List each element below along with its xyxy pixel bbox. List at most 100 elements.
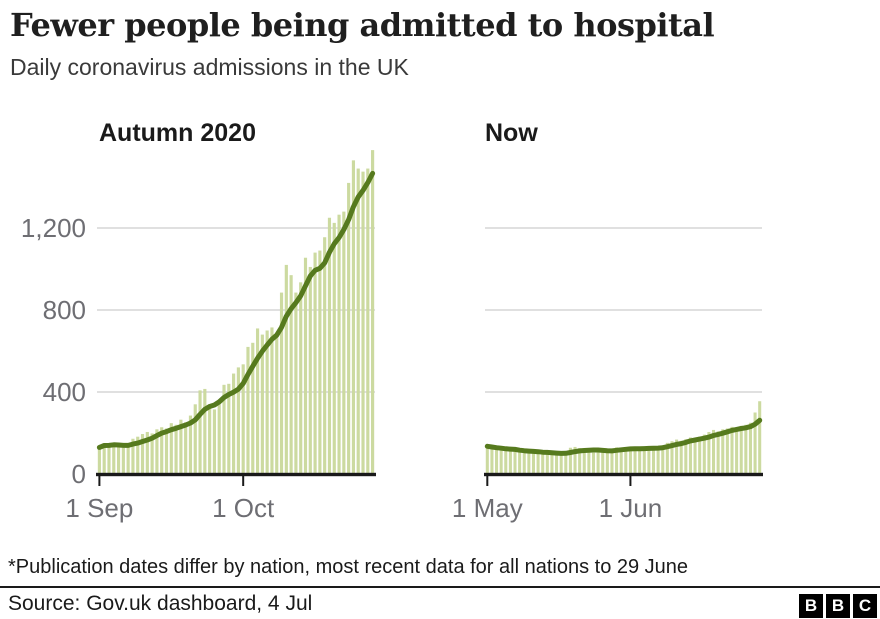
bar	[568, 447, 572, 474]
bar	[661, 445, 665, 474]
bar	[160, 427, 164, 474]
bar	[327, 217, 332, 474]
bar	[518, 451, 522, 474]
bar	[308, 266, 312, 474]
bar	[508, 450, 512, 474]
bar	[323, 237, 327, 474]
x-tick-label: 1 Sep	[65, 493, 133, 523]
bar	[227, 383, 231, 474]
bar	[303, 257, 308, 474]
bar	[665, 442, 669, 474]
bar	[294, 292, 298, 474]
bar	[624, 449, 628, 474]
bar	[347, 182, 351, 474]
bar	[188, 415, 193, 474]
bar	[555, 454, 559, 474]
footer-divider	[0, 586, 880, 588]
bar	[284, 264, 288, 474]
autumn-2020-panel: 1 Sep 1 Oct 0 400 800 1,200	[21, 150, 376, 523]
bar	[716, 431, 720, 474]
bar	[313, 252, 317, 474]
bar	[116, 445, 121, 474]
bar	[193, 404, 197, 474]
y-tick-label: 400	[43, 377, 86, 407]
bar	[179, 419, 183, 474]
bar	[753, 412, 757, 474]
bar	[748, 422, 752, 474]
bbc-logo-letter: B	[826, 594, 850, 618]
bbc-logo-letter: C	[853, 594, 877, 618]
bar	[112, 442, 116, 474]
bar	[255, 328, 260, 474]
bar	[739, 425, 743, 474]
x-axis-line	[484, 472, 763, 477]
bar	[371, 150, 375, 474]
bar	[638, 448, 642, 474]
bar	[619, 448, 623, 474]
bar	[758, 401, 762, 474]
bar	[545, 452, 549, 474]
bar	[361, 171, 365, 475]
x-tick-label: 1 May	[452, 493, 523, 523]
y-tick-label: 1,200	[21, 213, 86, 243]
bar	[299, 282, 303, 474]
bar	[275, 335, 279, 475]
bar	[541, 453, 545, 474]
bar	[721, 429, 725, 474]
bar	[342, 211, 346, 474]
bar	[504, 451, 508, 474]
bar	[270, 327, 274, 474]
bar	[131, 438, 135, 474]
bar	[232, 373, 236, 474]
bar	[610, 448, 614, 474]
page-subtitle: Daily coronavirus admissions in the UK	[10, 54, 409, 80]
bar	[222, 384, 226, 474]
bar	[97, 447, 101, 474]
panel-title-now: Now	[485, 119, 538, 147]
bar	[536, 453, 540, 474]
page-title: Fewer people being admitted to hospital	[10, 6, 715, 44]
chart-footnote: *Publication dates differ by nation, mos…	[8, 556, 689, 578]
bar	[647, 446, 651, 474]
bar	[522, 451, 526, 474]
bar	[102, 443, 106, 474]
bar	[675, 439, 679, 474]
bar	[642, 447, 646, 474]
bar	[351, 160, 356, 474]
bar	[605, 449, 609, 474]
bar	[730, 426, 734, 474]
bar	[241, 364, 245, 474]
bar	[615, 447, 619, 474]
bar	[318, 250, 322, 474]
bar	[744, 424, 748, 474]
bar	[559, 453, 563, 474]
bar	[279, 292, 284, 474]
bar	[150, 433, 154, 474]
bar	[684, 439, 688, 474]
bar	[251, 342, 255, 474]
bar	[212, 409, 217, 475]
bar	[679, 440, 683, 474]
bar	[356, 168, 360, 475]
daily-bars	[97, 150, 375, 475]
bar	[366, 168, 370, 475]
bar	[155, 429, 159, 474]
bar	[169, 423, 173, 474]
y-tick-label: 800	[43, 295, 86, 325]
bar	[289, 275, 293, 474]
bar	[332, 222, 336, 474]
panel-title-autumn-2020: Autumn 2020	[99, 119, 256, 147]
bar	[140, 434, 145, 474]
bar	[198, 390, 202, 474]
bar	[527, 451, 531, 474]
daily-bars	[485, 401, 762, 475]
bar	[587, 451, 591, 474]
bbc-logo-letter: B	[799, 594, 823, 618]
bar	[531, 452, 535, 474]
bar	[712, 429, 716, 474]
source-text: Source: Gov.uk dashboard, 4 Jul	[8, 592, 313, 615]
trend-line	[484, 417, 763, 456]
bar	[550, 453, 554, 474]
bar	[707, 431, 711, 474]
bar	[236, 367, 240, 474]
